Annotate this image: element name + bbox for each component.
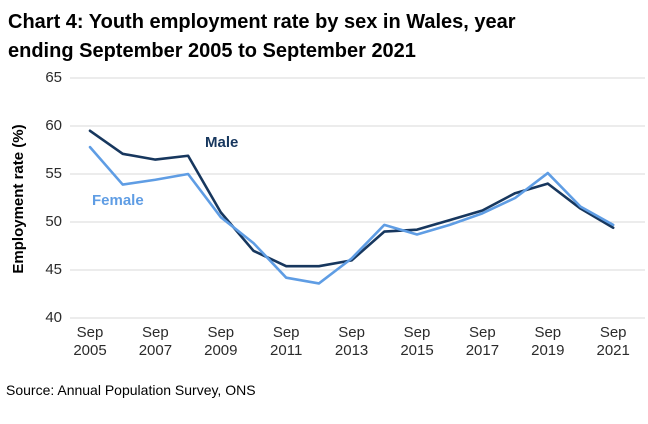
y-tick-label-55: 55 — [45, 165, 62, 182]
female-series-label: Female — [92, 192, 144, 209]
x-tick-label-2015: Sep 2015 — [400, 324, 434, 359]
y-tick-label-45: 45 — [45, 261, 62, 278]
x-tick-label-2005: Sep 2005 — [73, 324, 107, 359]
x-tick-label-2019: Sep 2019 — [531, 324, 565, 359]
male-series-label: Male — [205, 134, 239, 151]
x-tick-label-2011: Sep 2011 — [270, 324, 303, 359]
x-tick-label-2021: Sep 2021 — [596, 324, 630, 359]
plot-area: Employment rate (%) Male Female 40 45 50 55… — [0, 68, 648, 374]
x-tick-label-2013: Sep 2013 — [334, 324, 369, 359]
y-tick-label-50: 50 — [45, 213, 62, 230]
y-tick-label-40: 40 — [45, 309, 62, 326]
x-tick-label-2017: Sep 2017 — [465, 324, 500, 359]
plot-svg — [70, 77, 645, 319]
source-note: Source: Annual Population Survey, ONS — [6, 382, 256, 398]
y-tick-label-65: 65 — [45, 69, 62, 86]
x-tick-label-2009: Sep 2009 — [204, 324, 238, 359]
male-series-line — [88, 129, 615, 268]
chart-title: Chart 4: Youth employment rate by sex in… — [0, 0, 648, 66]
y-tick-label-60: 60 — [45, 117, 62, 134]
x-tick-label-2007: Sep 2007 — [138, 324, 173, 359]
y-axis-title: Employment rate (%) — [10, 124, 27, 274]
chart-title-line2: ending September 2005 to September 2021 — [8, 40, 416, 62]
female-series-line — [88, 145, 615, 285]
chart-title-line1: Chart 4: Youth employment rate by sex in… — [8, 11, 516, 33]
